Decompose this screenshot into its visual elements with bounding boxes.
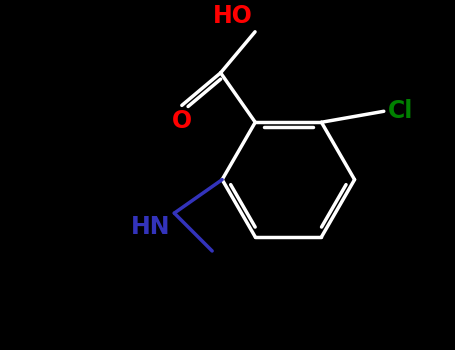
Text: HO: HO xyxy=(213,4,253,28)
Text: HN: HN xyxy=(131,215,170,239)
Text: Cl: Cl xyxy=(388,99,413,123)
Text: O: O xyxy=(172,109,192,133)
